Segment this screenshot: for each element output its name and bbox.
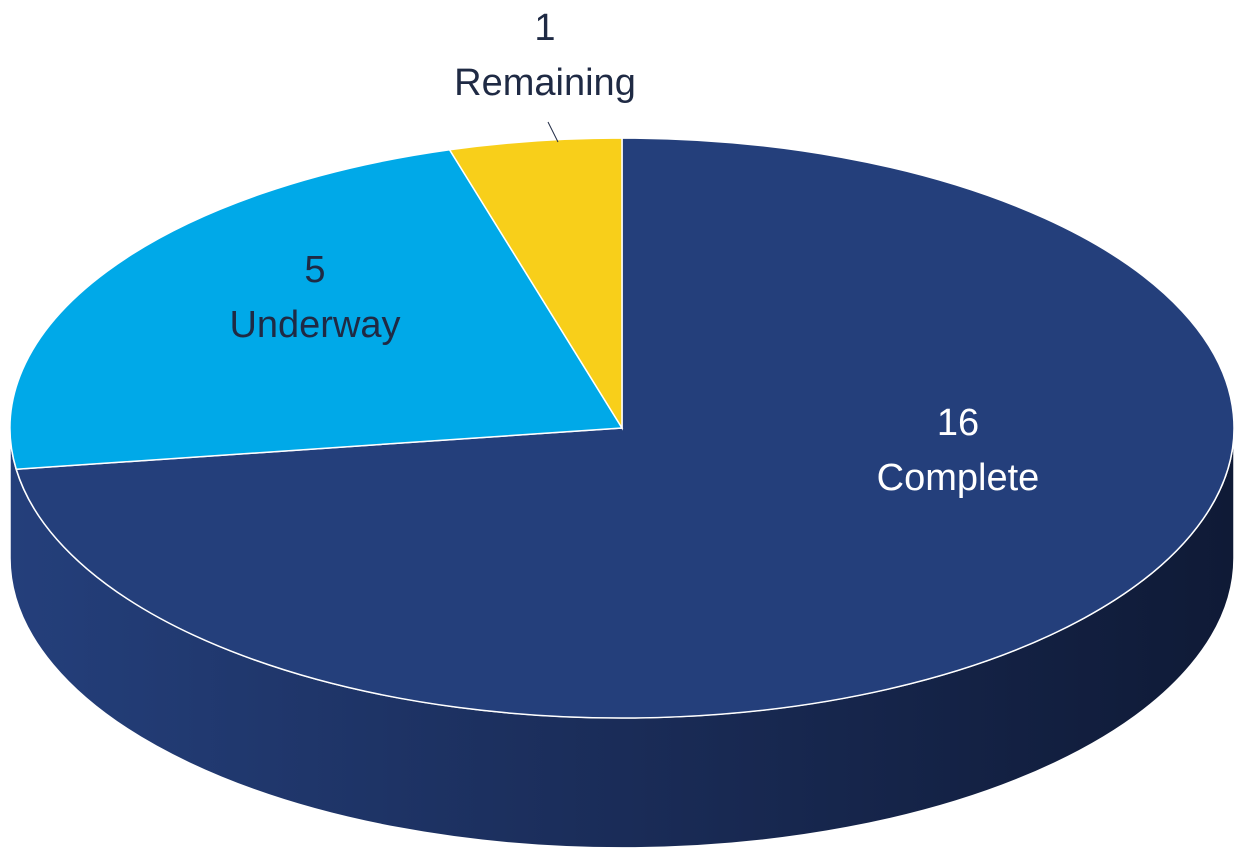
data-label: 1	[534, 7, 555, 49]
data-label: 5	[304, 249, 325, 291]
category-label: Complete	[877, 457, 1040, 499]
data-label: 16	[937, 402, 979, 444]
category-label: Underway	[229, 304, 400, 346]
category-label: Remaining	[454, 62, 636, 104]
pie-slice	[9, 148, 624, 471]
pie-slice	[15, 137, 1234, 719]
leader-line	[547, 121, 559, 143]
pie-slice	[448, 137, 623, 431]
